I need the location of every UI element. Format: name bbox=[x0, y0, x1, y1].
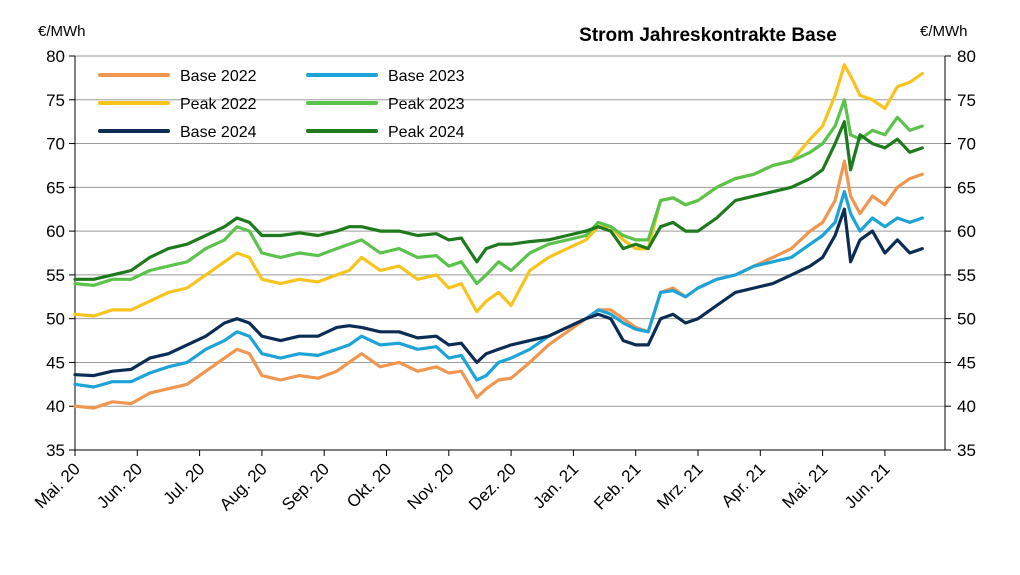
x-tick-label: Mai. 20 bbox=[31, 459, 84, 512]
y-tick-label: 70 bbox=[957, 135, 976, 154]
legend-label: Base 2022 bbox=[180, 68, 257, 85]
x-tick-label: Jun. 20 bbox=[93, 459, 146, 512]
y-tick-label: 75 bbox=[46, 91, 65, 110]
y-tick-label: 50 bbox=[957, 310, 976, 329]
y-tick-label: 45 bbox=[957, 353, 976, 372]
series-line-base-2023 bbox=[73, 190, 924, 389]
x-tick-label: Dez. 20 bbox=[465, 459, 520, 514]
legend-label: Base 2024 bbox=[180, 124, 257, 141]
x-tick-label: Mrz. 21 bbox=[653, 459, 707, 513]
x-tick-label: Okt. 20 bbox=[343, 459, 395, 511]
y-tick-label: 65 bbox=[957, 178, 976, 197]
x-tick-label: Nov. 20 bbox=[404, 459, 458, 513]
x-tick-label: Jun. 21 bbox=[841, 459, 894, 512]
y-tick-label: 60 bbox=[46, 222, 65, 241]
axes bbox=[74, 56, 946, 451]
y-axis-right-ticks: 35 40 45 50 55 60 65 70 75 80 bbox=[945, 47, 976, 460]
series-line-peak-2022 bbox=[73, 63, 924, 318]
x-tick-label: Jul. 20 bbox=[160, 459, 209, 508]
x-tick-label: Sep. 20 bbox=[278, 459, 333, 514]
legend-label: Peak 2024 bbox=[388, 124, 465, 141]
y-tick-label: 70 bbox=[46, 135, 65, 154]
y-axis-right-unit: €/MWh bbox=[920, 23, 968, 40]
x-tick-label: Mai. 21 bbox=[779, 459, 832, 512]
y-tick-label: 45 bbox=[46, 353, 65, 372]
x-tick-label: Feb. 21 bbox=[590, 459, 644, 513]
y-tick-label: 75 bbox=[957, 91, 976, 110]
chart-title: Strom Jahreskontrakte Base bbox=[579, 25, 837, 46]
y-tick-label: 40 bbox=[957, 397, 976, 416]
y-tick-label: 60 bbox=[957, 222, 976, 241]
series-line-base-2024 bbox=[73, 207, 924, 378]
y-tick-label: 65 bbox=[46, 178, 65, 197]
y-tick-label: 40 bbox=[46, 397, 65, 416]
legend: Base 2022 Base 2023 Peak 2022 Peak 2023 Base… bbox=[98, 68, 465, 141]
legend-label: Base 2023 bbox=[388, 68, 465, 85]
x-axis-ticks: Mai. 20 Jun. 20 Jul. 20 Aug. 20 Sep. 20 Okt. … bbox=[31, 450, 894, 514]
y-tick-label: 35 bbox=[957, 441, 976, 460]
series-line-peak-2023 bbox=[73, 98, 924, 287]
y-tick-label: 55 bbox=[46, 266, 65, 285]
y-tick-label: 50 bbox=[46, 310, 65, 329]
series-lines bbox=[73, 63, 924, 410]
series-line-peak-2024 bbox=[73, 120, 924, 281]
legend-label: Peak 2023 bbox=[388, 96, 465, 113]
x-tick-label: Apr. 21 bbox=[718, 459, 770, 511]
y-axis-left-ticks: 35 40 45 50 55 60 65 70 75 80 bbox=[46, 47, 75, 460]
y-tick-label: 35 bbox=[46, 441, 65, 460]
y-axis-left-unit: €/MWh bbox=[38, 23, 86, 40]
x-tick-label: Aug. 20 bbox=[216, 459, 271, 514]
series-line-base-2022 bbox=[73, 159, 924, 410]
x-tick-label: Jan. 21 bbox=[529, 459, 582, 512]
y-tick-label: 55 bbox=[957, 266, 976, 285]
legend-label: Peak 2022 bbox=[180, 96, 257, 113]
y-tick-label: 80 bbox=[46, 47, 65, 66]
y-tick-label: 80 bbox=[957, 47, 976, 66]
